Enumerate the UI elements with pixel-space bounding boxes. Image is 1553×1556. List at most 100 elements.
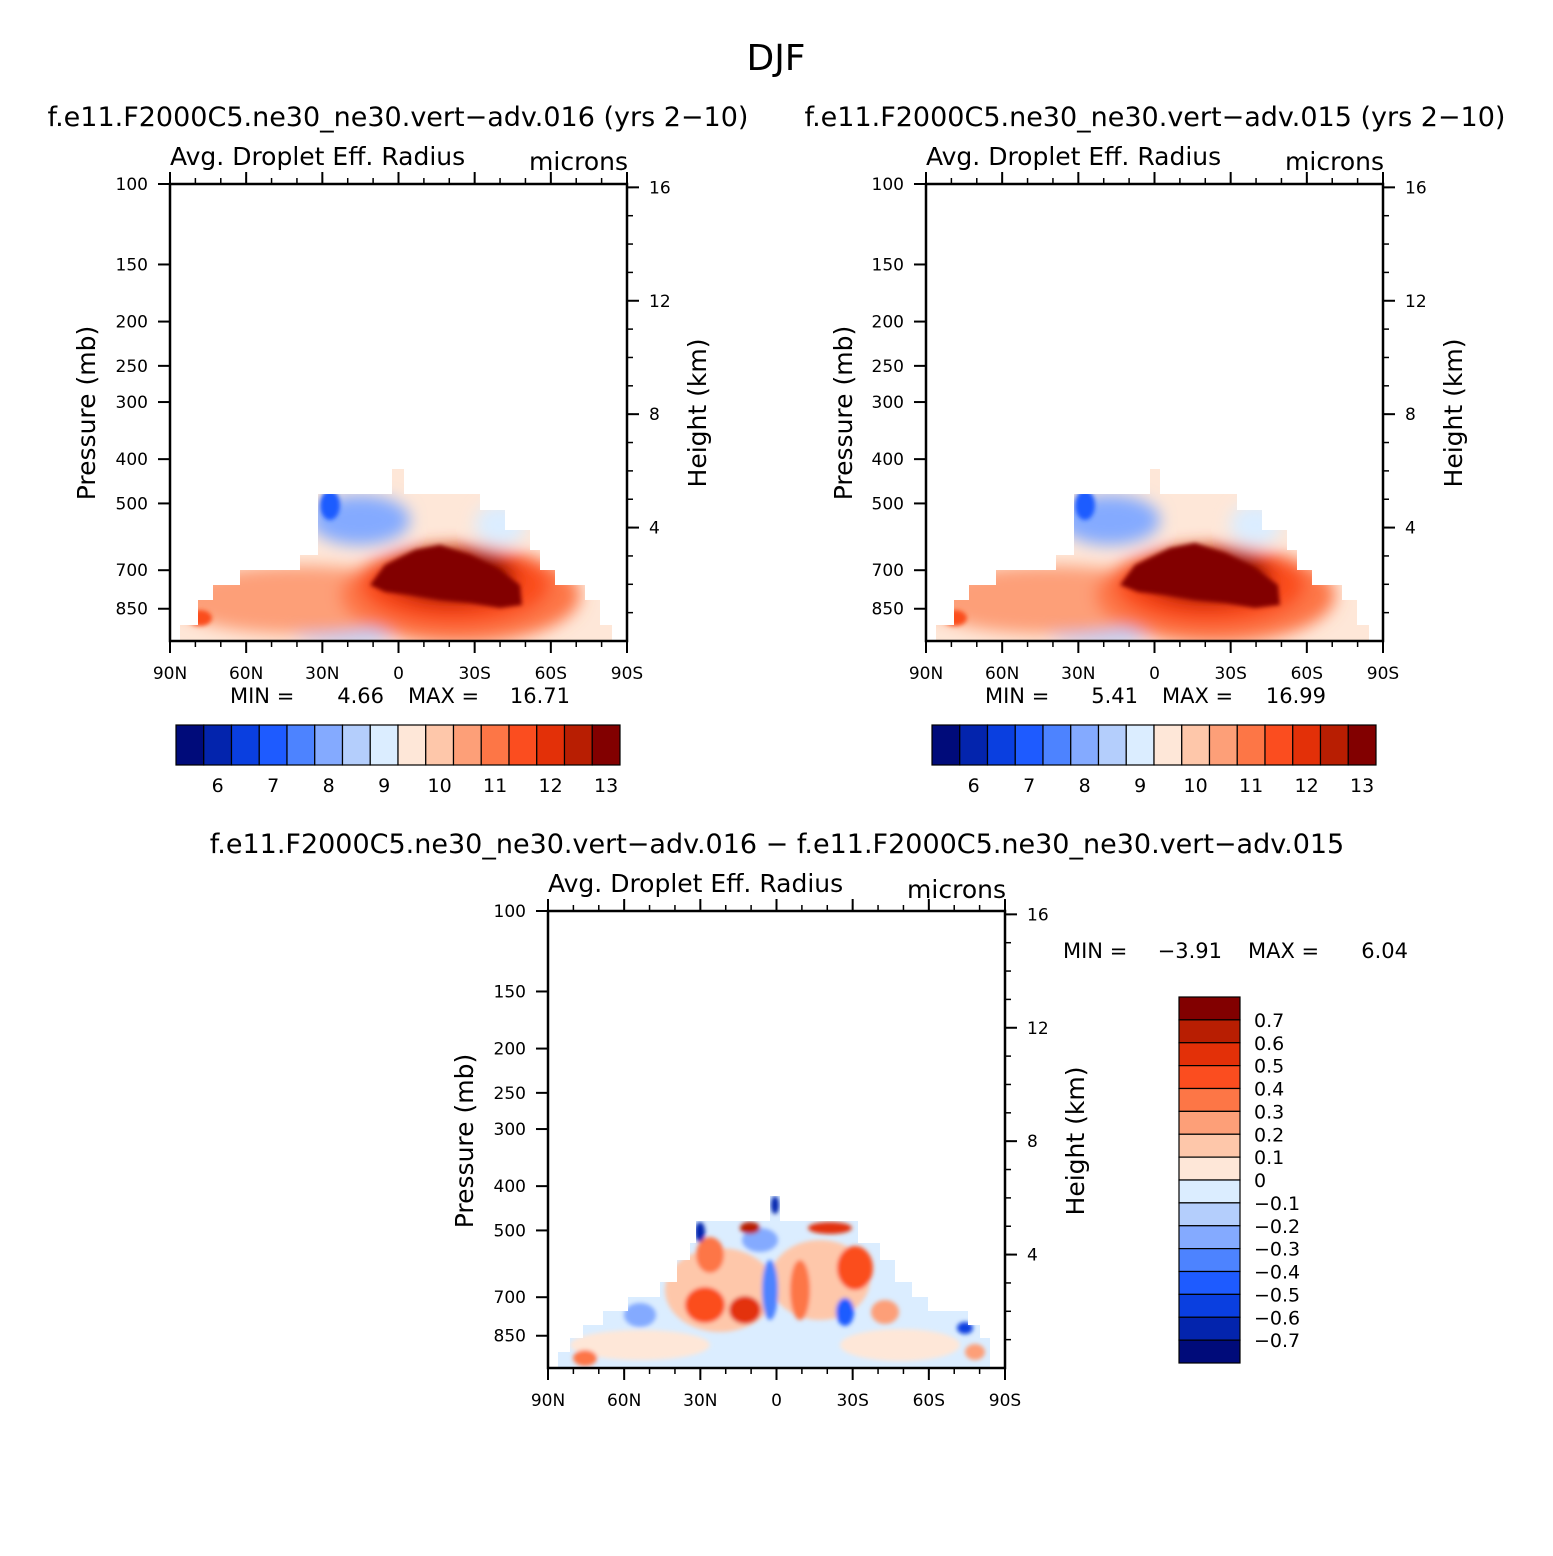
- case-title: f.e11.F2000C5.ne30_ne30.vert−adv.016 − f…: [210, 829, 1345, 860]
- colorbar-swatch: [1178, 1133, 1241, 1158]
- colorbar-swatch: [452, 724, 482, 766]
- colorbar-swatch: [1178, 1019, 1241, 1044]
- x-tick-label: 60N: [229, 664, 263, 684]
- variable-title: Avg. Droplet Eff. Radius: [926, 142, 1221, 171]
- min-label: MIN =: [230, 684, 294, 708]
- colorbar-label: 0.7: [1254, 1010, 1284, 1032]
- x-tick-label: 90S: [1367, 664, 1399, 684]
- y-tick-label: 700: [872, 561, 904, 581]
- colorbar-swatch: [1178, 1225, 1241, 1250]
- y2-tick-label: 4: [1405, 519, 1416, 539]
- field-blob: [573, 1350, 597, 1366]
- x-tick-label: 60S: [535, 664, 567, 684]
- y-tick-label: 200: [872, 313, 904, 333]
- colorbar-label: 9: [378, 775, 390, 797]
- y-tick-label: 200: [494, 1040, 526, 1060]
- field-blob: [729, 1296, 761, 1324]
- colorbar-swatch: [563, 724, 593, 766]
- x-axis: 90N 60N 30N 0 30S 60S 90S: [153, 172, 643, 684]
- y-tick-label: 100: [872, 175, 904, 195]
- y-tick-label: 400: [494, 1177, 526, 1197]
- y-tick-label: 300: [494, 1120, 526, 1140]
- max-label: MAX =: [408, 684, 479, 708]
- y-tick-label: 250: [116, 357, 148, 377]
- field-blob: [475, 503, 525, 547]
- x-tick-label: 60N: [607, 1391, 641, 1411]
- colorbar-swatch: [1208, 724, 1238, 766]
- colorbar-label: 10: [428, 775, 452, 797]
- colorbar: 6 7 8 9 10 11 12 13: [175, 724, 621, 797]
- field-blob: [837, 1246, 873, 1290]
- colorbar-label: −0.2: [1254, 1216, 1300, 1238]
- y2-tick-label: 8: [1027, 1132, 1038, 1152]
- max-label: MAX =: [1248, 939, 1319, 963]
- y-axis-label: Pressure (mb): [829, 326, 858, 500]
- x-tick-label: 30S: [1214, 664, 1246, 684]
- y-tick-label: 250: [872, 357, 904, 377]
- field-core: [370, 545, 522, 608]
- y-tick-label: 500: [116, 494, 148, 514]
- y2-tick-label: 16: [1405, 178, 1427, 198]
- y-axis-label: Pressure (mb): [450, 1054, 479, 1228]
- x-tick-label: 30N: [1061, 664, 1095, 684]
- y-axis: 100 150 200 250 300 400 500 700 850 16 12 8 4: [116, 175, 671, 620]
- variable-title: Avg. Droplet Eff. Radius: [548, 869, 843, 898]
- colorbar-label: 0.4: [1254, 1079, 1284, 1101]
- colorbar-label: 0.5: [1254, 1056, 1284, 1078]
- field-blob: [570, 1330, 710, 1360]
- colorbar-swatch: [286, 724, 316, 766]
- colorbar-swatch: [1097, 724, 1127, 766]
- case-title: f.e11.F2000C5.ne30_ne30.vert−adv.016 (yr…: [48, 102, 749, 133]
- units-label: microns: [1285, 147, 1384, 176]
- colorbar-swatch: [425, 724, 455, 766]
- colorbar-label: 0: [1254, 1170, 1266, 1192]
- y-tick-label: 300: [872, 393, 904, 413]
- field-blob: [957, 1322, 973, 1334]
- colorbar-label: 7: [1023, 775, 1035, 797]
- field-core: [1120, 543, 1280, 608]
- y-tick-label: 100: [494, 902, 526, 922]
- colorbar-label: 13: [1350, 775, 1374, 797]
- y-tick-label: 700: [494, 1288, 526, 1308]
- x-tick-label: 90N: [909, 664, 943, 684]
- colorbar-swatch: [931, 724, 961, 766]
- colorbar-swatch: [230, 724, 260, 766]
- y-tick-label: 700: [116, 561, 148, 581]
- x-tick-label: 90S: [611, 664, 643, 684]
- colorbar-label: −0.1: [1254, 1193, 1300, 1215]
- panel-diff: f.e11.F2000C5.ne30_ne30.vert−adv.016 − f…: [210, 829, 1408, 1411]
- y2-axis-label: Height (km): [1061, 1067, 1090, 1216]
- max-value: 16.99: [1266, 684, 1326, 708]
- colorbar-label: 0.6: [1254, 1033, 1284, 1055]
- colorbar-swatch: [1178, 1110, 1241, 1135]
- contour-field: [936, 469, 1369, 640]
- colorbar-swatch: [1178, 1156, 1241, 1181]
- y2-tick-label: 12: [1027, 1019, 1049, 1039]
- colorbar-swatch: [508, 724, 538, 766]
- y-tick-label: 500: [494, 1221, 526, 1241]
- y2-tick-label: 12: [1405, 292, 1427, 312]
- colorbar: 0.70.60.50.40.30.20.10−0.1−0.2−0.3−0.4−0…: [1178, 996, 1300, 1364]
- colorbar-swatch: [1236, 724, 1266, 766]
- colorbar-swatch: [1178, 1293, 1241, 1318]
- field-blob: [808, 1222, 852, 1234]
- colorbar-swatch: [1014, 724, 1044, 766]
- colorbar: 6 7 8 9 10 11 12 13: [931, 724, 1377, 797]
- colorbar-label: 11: [1239, 775, 1263, 797]
- field-blob: [1060, 495, 1160, 545]
- x-tick-label: 30S: [458, 664, 490, 684]
- x-tick-label: 60N: [985, 664, 1019, 684]
- colorbar-label: −0.4: [1254, 1262, 1300, 1284]
- colorbar-label: −0.3: [1254, 1239, 1300, 1261]
- colorbar-label: 10: [1184, 775, 1208, 797]
- field-blob: [762, 1260, 778, 1320]
- colorbar-swatch: [341, 724, 371, 766]
- field-blob: [1230, 503, 1280, 547]
- colorbar-label: 8: [323, 775, 335, 797]
- colorbar-swatch: [203, 724, 233, 766]
- colorbar-label: 9: [1134, 775, 1146, 797]
- x-tick-label: 30S: [836, 1391, 868, 1411]
- colorbar-swatch: [959, 724, 989, 766]
- x-tick-label: 0: [1149, 664, 1160, 684]
